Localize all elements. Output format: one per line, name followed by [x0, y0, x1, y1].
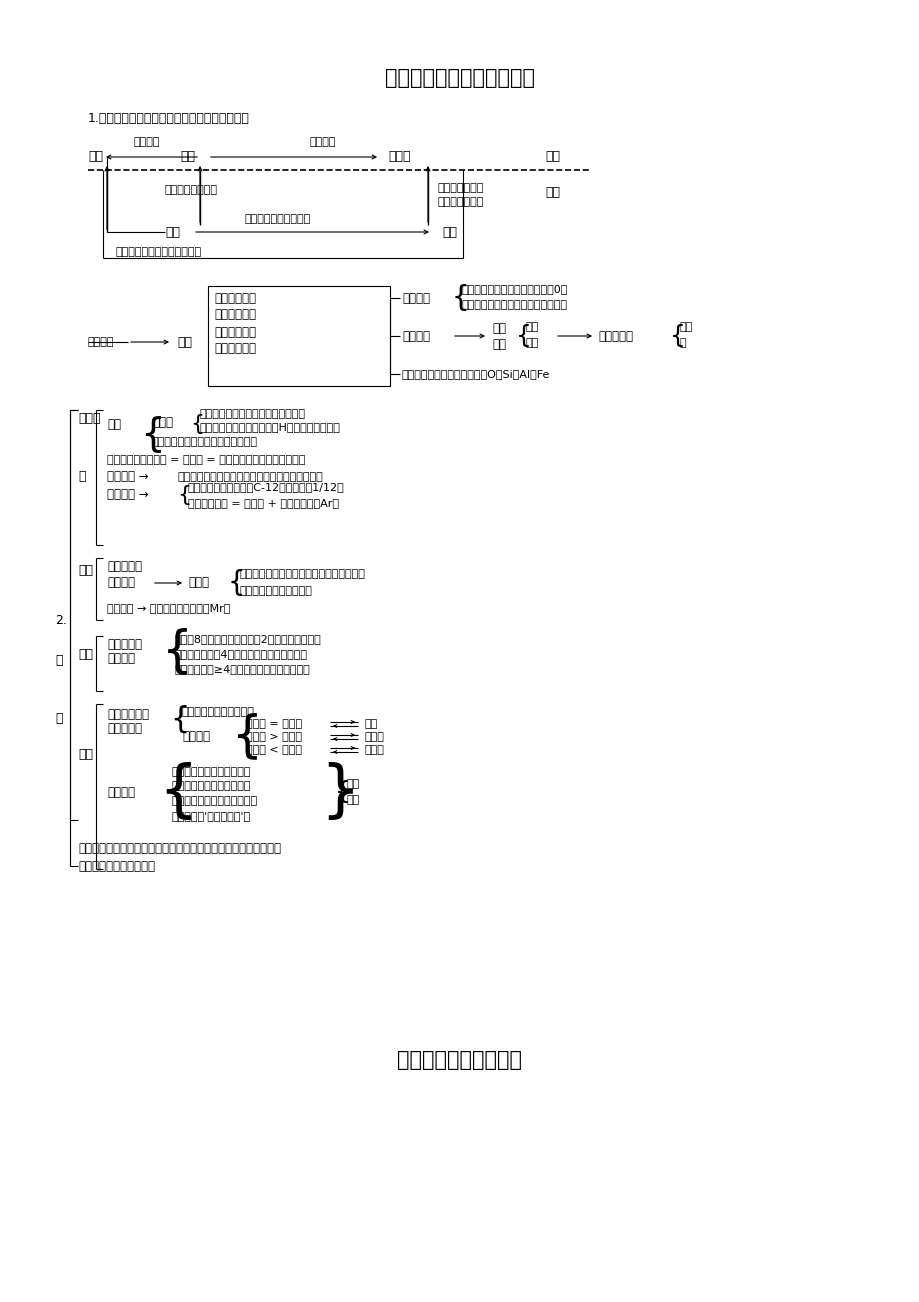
Text: （不同种原子构: （不同种原子构 [437, 184, 483, 193]
Text: {: { [190, 414, 204, 434]
Text: 离子: 离子 [78, 747, 93, 760]
Text: （原子核外: （原子核外 [107, 638, 142, 651]
Text: 化合物: 化合物 [388, 151, 410, 164]
Text: （一种原子构成的同种分子）: （一种原子构成的同种分子） [116, 247, 202, 256]
Text: {: { [162, 628, 193, 674]
Text: 元素符号（前面添加化学计量数后只有微观意义）: 元素符号（前面添加化学计量数后只有微观意义） [177, 473, 323, 482]
Text: {: { [176, 486, 191, 505]
Text: 写法: 写法 [346, 779, 360, 789]
Text: 宏观: 宏观 [544, 151, 560, 164]
Text: 成的同种分子）: 成的同种分子） [437, 197, 483, 207]
Text: {: { [158, 762, 198, 822]
Text: 原子（离子）: 原子（离子） [107, 707, 149, 720]
Text: 意义: 意义 [526, 339, 539, 348]
Text: 由原子构成: 由原子构成 [107, 560, 142, 573]
Text: 第五单元：化学方程式: 第五单元：化学方程式 [397, 1049, 522, 1070]
Text: 表示方法 →: 表示方法 → [107, 470, 149, 483]
Text: 质子数 > 电子数: 质子数 > 电子数 [245, 732, 301, 742]
Text: 化学式: 化学式 [187, 577, 209, 590]
Text: 在元素符号或原子团符号的: 在元素符号或原子团符号的 [172, 767, 251, 777]
Text: 离子化合物：由阴、阳离子相互作用而形成的化合物，如氯化钠。: 离子化合物：由阴、阳离子相互作用而形成的化合物，如氯化钠。 [78, 842, 280, 855]
Text: 圆圈、弧线、数字的意义: 圆圈、弧线、数字的意义 [182, 707, 255, 717]
Text: 中子（中子不带电）（普通H原子核内无中子）: 中子（中子不带电）（普通H原子核内无中子） [199, 422, 341, 432]
Text: 原子: 原子 [165, 225, 180, 238]
Text: 写法（单质、由两种元素组成的化合物等）: 写法（单质、由两种元素组成的化合物等） [240, 569, 366, 579]
Text: 原子的总称。: 原子的总称。 [214, 342, 255, 355]
Text: {: { [170, 704, 189, 733]
Text: 写法: 写法 [526, 322, 539, 332]
Text: 周期: 周期 [679, 322, 693, 332]
Text: {: { [335, 780, 350, 805]
Text: 元素: 元素 [180, 151, 196, 164]
Text: 2.: 2. [55, 613, 67, 626]
Text: 元素周期表: 元素周期表 [597, 329, 632, 342]
Text: 相对质量 → 相对分子质量（符号Mr）: 相对质量 → 相对分子质量（符号Mr） [107, 603, 230, 613]
Text: 原子核: 原子核 [152, 415, 173, 428]
Text: 阳离子: 阳离子 [365, 732, 384, 742]
Text: 分子: 分子 [78, 564, 93, 577]
Text: 符号: 符号 [492, 337, 505, 350]
Text: 元素: 元素 [492, 322, 505, 335]
Text: 质子数 < 电子数: 质子数 < 电子数 [245, 745, 301, 755]
Text: 地壳中含量占前四位的元素：O、Si、Al、Fe: 地壳中含量占前四位的元素：O、Si、Al、Fe [402, 368, 550, 379]
Text: 原子: 原子 [365, 719, 378, 729]
Text: 分类：（详见第三单元）: 分类：（详见第三单元） [78, 859, 154, 872]
Text: （原子: （原子 [78, 411, 100, 424]
Text: ）: ） [78, 470, 85, 483]
Text: （组成）: （组成） [88, 337, 114, 348]
Text: 单质: 单质 [88, 151, 103, 164]
Text: 1.宏观的物质、元素与微观的分子、原子的关系: 1.宏观的物质、元素与微观的分子、原子的关系 [88, 112, 250, 125]
Text: 微观: 微观 [544, 185, 560, 198]
Text: {: { [451, 284, 469, 312]
Text: 结构: 结构 [78, 647, 93, 660]
Text: 相对原子质量（标准是C-12原子质量的1/12）: 相对原子质量（标准是C-12原子质量的1/12） [187, 482, 345, 492]
Text: 与化合价的'两同两不同'）: 与化合价的'两同两不同'） [172, 811, 251, 822]
Text: 质子数 = 电子数: 质子数 = 电子数 [245, 719, 301, 729]
Text: {: { [228, 569, 245, 598]
Text: 单质形态（单质中元素化合价为0）: 单质形态（单质中元素化合价为0） [461, 284, 568, 294]
Text: 第四单元：物质构成的奥秘: 第四单元：物质构成的奥秘 [384, 68, 535, 89]
Text: 物: 物 [55, 654, 62, 667]
Text: 相对原子质量 = 质子数 + 中子数（符号Ar）: 相对原子质量 = 质子数 + 中子数（符号Ar） [187, 497, 338, 508]
Bar [208, 286, 390, 385]
Text: {: { [140, 415, 165, 453]
Text: （组成）: （组成） [310, 137, 335, 147]
Text: 存在形态: 存在形态 [402, 292, 429, 305]
Text: 意义（宏观、微观方面）: 意义（宏观、微观方面） [240, 586, 312, 596]
Text: 意义: 意义 [346, 796, 360, 805]
Text: 最外层电子数≥4个，易得到电子变成阴离子: 最外层电子数≥4个，易得到电子变成阴离子 [175, 664, 311, 674]
Text: 化合物形态（元素、原子团化合价）: 化合物形态（元素、原子团化合价） [461, 299, 567, 310]
Text: 电性关系：核电荷数 = 质子数 = 核外电子数（整体不显电性）: 电性关系：核电荷数 = 质子数 = 核外电子数（整体不显电性） [107, 454, 305, 465]
Text: 判定方法: 判定方法 [182, 729, 210, 742]
Text: 数）的同一类: 数）的同一类 [214, 326, 255, 339]
Text: 相对质量 →: 相对质量 → [107, 488, 149, 501]
Text: 离子符号: 离子符号 [107, 785, 135, 798]
Text: {: { [516, 324, 531, 348]
Text: }: } [320, 762, 359, 822]
Text: （同类原子总称）: （同类原子总称） [165, 185, 218, 195]
Text: {: { [232, 712, 263, 760]
Text: 结构: 结构 [107, 418, 121, 431]
Text: 族: 族 [679, 339, 686, 348]
Text: 电子（一个电子带一个单位负电荷）: 电子（一个电子带一个单位负电荷） [152, 437, 257, 447]
Text: 具有相同核电: 具有相同核电 [214, 293, 255, 306]
Text: 质: 质 [55, 711, 62, 724]
Text: 结构示意图: 结构示意图 [107, 723, 142, 736]
Text: 电子排布: 电子排布 [107, 652, 135, 665]
Text: （组成）: （组成） [133, 137, 160, 147]
Text: （同种或不同种原子）: （同种或不同种原子） [244, 214, 311, 224]
Text: 数目和性质。（注意离子符号: 数目和性质。（注意离子符号 [172, 796, 258, 806]
Text: 分子: 分子 [441, 225, 457, 238]
Text: 表示方法: 表示方法 [107, 577, 135, 590]
Text: 最外层电子数＜4个，易失去电子变成阳离子: 最外层电子数＜4个，易失去电子变成阳离子 [175, 648, 308, 659]
Text: 元素: 元素 [176, 336, 192, 349]
Text: {: { [669, 324, 686, 348]
Text: 阴离子: 阴离子 [365, 745, 384, 755]
Text: 右上角标明离子所带电荷的: 右上角标明离子所带电荷的 [172, 781, 251, 792]
Text: 质子（一个质子带一个单位正电荷）: 质子（一个质子带一个单位正电荷） [199, 409, 306, 419]
Text: 荷数（即质子: 荷数（即质子 [214, 309, 255, 322]
Text: 表示方法: 表示方法 [402, 329, 429, 342]
Text: 最外层8个电子（只有一层时2个电子）相对稳定: 最外层8个电子（只有一层时2个电子）相对稳定 [175, 634, 322, 644]
